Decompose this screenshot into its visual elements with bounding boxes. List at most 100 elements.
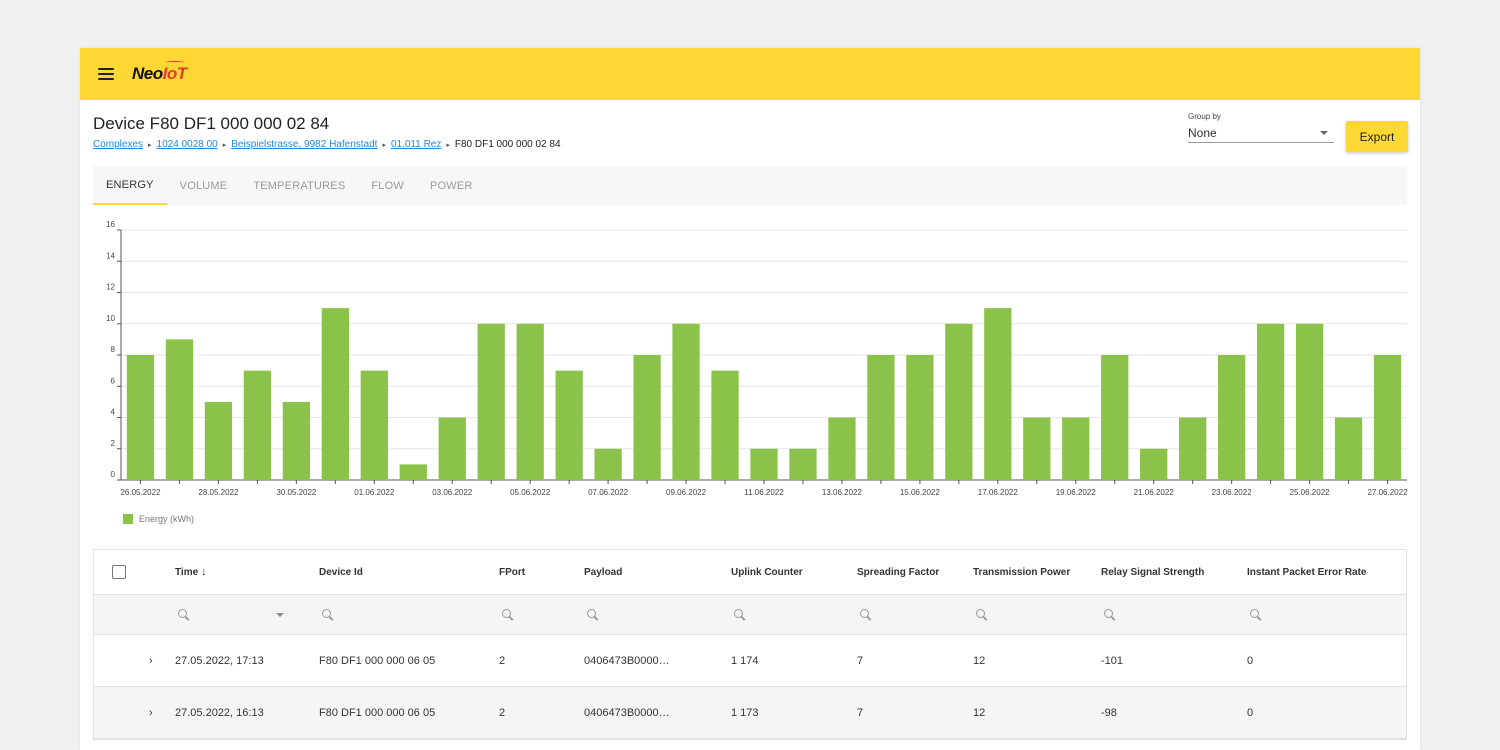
bar (672, 323, 700, 480)
column-header-time[interactable]: Time ↓ (175, 550, 207, 594)
group-by-dropdown[interactable]: None (1188, 124, 1334, 143)
column-header-relay-signal-strength[interactable]: Relay Signal Strength (1101, 566, 1205, 578)
filter-uplink-counter[interactable] (734, 595, 745, 634)
column-header-fport[interactable]: FPort (499, 566, 526, 578)
x-tick-label: 15.06.2022 (900, 488, 941, 497)
x-tick-label: 01.06.2022 (354, 488, 395, 497)
bar (126, 355, 155, 480)
filter-instant-packet-error-rate[interactable] (1250, 595, 1261, 634)
search-icon[interactable] (734, 609, 745, 620)
cell-transmission-power: 12 (973, 706, 986, 719)
x-tick-label: 25.06.2022 (1290, 488, 1331, 497)
cell-uplink-counter: 1 174 (731, 654, 759, 667)
bar (516, 323, 544, 480)
table-row[interactable]: › 27.05.2022, 16:13 F80 DF1 000 000 06 0… (94, 687, 1406, 739)
filter-row (94, 595, 1406, 635)
x-tick-label: 23.06.2022 (1212, 488, 1253, 497)
cell-relay-signal-strength: -98 (1101, 706, 1117, 719)
filter-time-dropdown[interactable] (276, 595, 284, 634)
column-header-device-id[interactable]: Device Id (319, 566, 363, 578)
bar (477, 323, 505, 480)
breadcrumb-link[interactable]: 01.011 Rez (390, 139, 442, 150)
search-icon[interactable] (587, 609, 598, 620)
sort-arrow-icon[interactable]: ↓ (201, 566, 207, 578)
table-row[interactable]: › 27.05.2022, 17:13 F80 DF1 000 000 06 0… (94, 635, 1406, 687)
filter-relay-signal-strength[interactable] (1104, 595, 1115, 634)
x-tick-label: 11.06.2022 (744, 488, 784, 497)
filter-spreading-factor[interactable] (860, 595, 871, 634)
search-icon[interactable] (178, 609, 189, 620)
logo-iot: IoT (162, 61, 187, 83)
x-tick-label: 13.06.2022 (822, 488, 863, 497)
export-button[interactable]: Export (1346, 121, 1408, 152)
tab-temperatures[interactable]: TEMPERATURES (253, 179, 346, 192)
bar (1334, 417, 1363, 480)
y-tick-label: 14 (106, 251, 115, 260)
expand-row-icon[interactable]: › (149, 654, 153, 667)
filter-device-id[interactable] (322, 595, 333, 634)
breadcrumb-link[interactable]: Beispielstrasse, 9982 Hafenstadt (231, 139, 378, 150)
chevron-down-icon[interactable] (276, 612, 284, 617)
bar (906, 355, 934, 480)
search-icon[interactable] (1104, 609, 1115, 620)
bar (1062, 417, 1090, 480)
menu-icon[interactable] (98, 68, 114, 80)
column-header-time-label: Time (175, 566, 199, 578)
search-icon[interactable] (860, 609, 871, 620)
bar (1101, 355, 1129, 480)
x-tick-label: 28.05.2022 (198, 488, 239, 497)
y-tick-label: 12 (106, 283, 115, 292)
app-window: Neo IoT Device F80 DF1 000 000 02 84 Comp… (80, 48, 1420, 750)
x-tick-label: 05.06.2022 (510, 488, 551, 497)
search-icon[interactable] (322, 609, 333, 620)
cell-spreading-factor: 7 (857, 654, 864, 667)
y-tick-label: 6 (111, 376, 116, 385)
column-header-payload[interactable]: Payload (584, 566, 623, 578)
y-tick-label: 4 (111, 408, 116, 417)
bar (1373, 355, 1402, 480)
top-bar: Neo IoT (80, 48, 1420, 100)
search-icon[interactable] (976, 609, 987, 620)
filter-transmission-power[interactable] (976, 595, 987, 634)
y-tick-label: 0 (111, 470, 116, 479)
tab-volume[interactable]: VOLUME (179, 179, 228, 192)
y-tick-label: 8 (111, 345, 116, 354)
expand-row-icon[interactable]: › (149, 706, 153, 719)
column-header-transmission-power[interactable]: Transmission Power (973, 566, 1071, 578)
breadcrumb-link[interactable]: 1024 0028 00 (156, 139, 218, 150)
group-by-select[interactable]: Group by None (1188, 112, 1334, 143)
x-tick-label: 09.06.2022 (666, 488, 707, 497)
bar (438, 417, 466, 480)
legend-swatch (123, 514, 133, 524)
table-header-row: Time ↓ Device Id FPort Payload Uplink Cou… (94, 550, 1406, 595)
cell-fport: 2 (499, 706, 506, 719)
breadcrumb-link[interactable]: Complexes (93, 139, 144, 150)
logo[interactable]: Neo IoT (132, 61, 187, 84)
cell-time: 27.05.2022, 17:13 (175, 654, 264, 667)
filter-fport[interactable] (502, 595, 513, 634)
search-icon[interactable] (1250, 609, 1261, 620)
cell-uplink-counter: 1 173 (731, 706, 759, 719)
bar (204, 401, 233, 480)
bar (633, 355, 661, 480)
tab-energy[interactable]: ENERGY (93, 166, 167, 205)
bar (945, 323, 973, 480)
filter-time[interactable] (178, 595, 189, 634)
select-all-checkbox[interactable] (112, 565, 126, 579)
column-header-instant-packet-error-rate[interactable]: Instant Packet Error Rate (1247, 566, 1367, 578)
energy-chart: 0 2 4 6 8 10 12 14 16 26.05.2022 28.05.2022 30.05.2… (106, 220, 1408, 497)
bar (984, 308, 1012, 480)
tab-flow[interactable]: FLOW (371, 179, 404, 192)
chart-legend[interactable]: Energy (kWh) (123, 514, 194, 524)
search-icon[interactable] (502, 609, 513, 620)
tab-power[interactable]: POWER (429, 179, 473, 192)
filter-payload[interactable] (587, 595, 598, 634)
page-title: Device F80 DF1 000 000 02 84 (93, 114, 330, 133)
cell-transmission-power: 12 (973, 654, 986, 667)
column-header-uplink-counter[interactable]: Uplink Counter (731, 566, 803, 578)
column-header-spreading-factor[interactable]: Spreading Factor (857, 566, 940, 578)
x-tick-label: 03.06.2022 (432, 488, 473, 497)
bar (243, 370, 272, 480)
group-by-label: Group by (1188, 112, 1221, 121)
x-tick-label: 21.06.2022 (1134, 488, 1175, 497)
